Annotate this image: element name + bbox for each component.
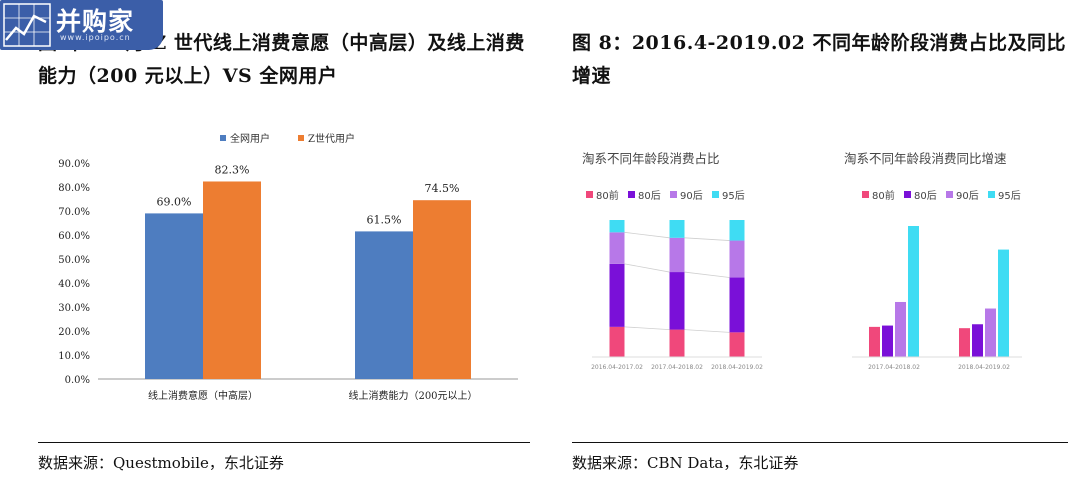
stacked-category-label-1: 2017.04-2018.02	[651, 364, 703, 371]
stacked-bar-3-0	[609, 220, 625, 233]
stacked-bar-1-2	[729, 277, 745, 333]
stack-connector	[624, 263, 670, 273]
z-generation-bar-chart: 全网用户 Z世代用户 0.0% 10.0% 20.0% 30.0% 40.0% 50.0% 60…	[58, 132, 518, 402]
data-label-1-1: 74.5%	[425, 182, 460, 195]
bar-0-0	[145, 213, 203, 379]
stacked-bar-2-1	[669, 237, 685, 273]
stacked-category-label-2: 2018.04-2019.02	[711, 364, 763, 371]
growth-category-label-0: 2017.04-2018.02	[868, 364, 920, 371]
data-label-0-1: 61.5%	[367, 213, 402, 226]
legend-swatch-1	[298, 135, 304, 141]
y-tick-label: 50.0%	[58, 255, 90, 266]
legend-label-1: Z世代用户	[308, 132, 355, 145]
legend-swatch-0	[220, 135, 226, 141]
y-tick-label: 10.0%	[58, 351, 90, 362]
stacked-bar-3-2	[729, 220, 745, 241]
age-group-consumption-charts: 淘系不同年龄段消费占比 80前 80后 90后 95后 2016.04-2017.02 20…	[582, 151, 1022, 371]
logo-text: 并购家	[56, 7, 135, 36]
category-label-1: 线上消费能力（200元以上）	[348, 389, 477, 402]
bar-1-1	[413, 200, 471, 379]
right-figure-title: 图 8：2016.4-2019.02 不同年龄阶段消费占比及同比增速	[572, 32, 1066, 87]
stacked-chart-title: 淘系不同年龄段消费占比	[582, 151, 720, 166]
y-tick-label: 60.0%	[58, 231, 90, 242]
growth-bar-1-1	[972, 324, 983, 357]
stacked-legend-swatch-1	[628, 191, 635, 198]
y-tick-label: 0.0%	[65, 375, 90, 386]
stack-connector	[684, 329, 730, 333]
stacked-legend-label-3: 95后	[722, 190, 745, 202]
data-label-0-0: 69.0%	[157, 195, 192, 208]
stacked-legend-swatch-3	[712, 191, 719, 198]
stacked-legend-label-0: 80前	[596, 189, 619, 202]
growth-legend-label-2: 90后	[956, 190, 979, 202]
stacked-legend-swatch-0	[586, 191, 593, 198]
bar-0-1	[355, 231, 413, 379]
y-tick-label: 70.0%	[58, 207, 90, 218]
growth-bar-0-0	[869, 326, 880, 357]
stacked-bar-0-1	[669, 329, 685, 357]
growth-bar-3-1	[998, 249, 1009, 357]
growth-bar-0-1	[959, 328, 970, 357]
y-tick-label: 80.0%	[58, 183, 90, 194]
y-tick-label: 30.0%	[58, 303, 90, 314]
stacked-bar-0-0	[609, 326, 625, 357]
growth-bar-3-0	[908, 226, 919, 357]
growth-legend-swatch-3	[988, 191, 995, 198]
legend-label-0: 全网用户	[230, 132, 270, 145]
growth-legend-label-1: 80后	[914, 190, 937, 202]
y-tick-label: 40.0%	[58, 279, 90, 290]
stacked-bar-2-0	[609, 232, 625, 264]
stack-connector	[684, 237, 730, 241]
right-source-divider	[572, 442, 1068, 443]
category-label-0: 线上消费意愿（中高层）	[148, 389, 258, 402]
stacked-bar-2-2	[729, 240, 745, 278]
chart-logo-icon	[3, 3, 51, 47]
growth-legend-swatch-0	[862, 191, 869, 198]
growth-bar-1-0	[882, 325, 893, 357]
left-source-divider	[38, 442, 530, 443]
stacked-bar-1-0	[609, 263, 625, 327]
stacked-category-label-0: 2016.04-2017.02	[591, 364, 643, 371]
data-label-1-0: 82.3%	[215, 163, 250, 176]
growth-legend-swatch-2	[946, 191, 953, 198]
growth-legend-label-3: 95后	[998, 190, 1021, 202]
right-source-text: 数据来源：CBN Data，东北证券	[572, 454, 799, 472]
stack-connector	[624, 231, 670, 239]
y-tick-label: 20.0%	[58, 327, 90, 338]
stacked-bar-1-1	[669, 272, 685, 330]
logo-url: www.ipoipo.cn	[60, 33, 131, 42]
stacked-bar-0-2	[729, 332, 745, 357]
brand-logo: 并购家 www.ipoipo.cn	[0, 0, 163, 50]
stacked-legend-swatch-2	[670, 191, 677, 198]
growth-chart-title: 淘系不同年龄段消费同比增速	[844, 151, 1007, 166]
left-source-text: 数据来源：Questmobile，东北证券	[38, 454, 284, 472]
growth-bar-2-0	[895, 301, 906, 357]
stacked-legend-label-1: 80后	[638, 190, 661, 202]
left-figure: 图 年 11 月 Z 世代线上消费意愿（中高层）及线上消费能力（200 元以上）…	[38, 0, 530, 482]
growth-category-label-1: 2018.04-2019.02	[958, 364, 1010, 371]
y-tick-label: 90.0%	[58, 159, 90, 170]
bar-1-0	[203, 181, 261, 379]
stack-connector	[684, 271, 730, 278]
stacked-bar-3-1	[669, 220, 685, 238]
stacked-legend-label-2: 90后	[680, 190, 703, 202]
growth-legend-label-0: 80前	[872, 189, 895, 202]
growth-bar-2-1	[985, 308, 996, 357]
stack-connector	[624, 326, 670, 330]
right-figure: 图 8：2016.4-2019.02 不同年龄阶段消费占比及同比增速 淘系不同年…	[572, 0, 1068, 482]
growth-legend-swatch-1	[904, 191, 911, 198]
